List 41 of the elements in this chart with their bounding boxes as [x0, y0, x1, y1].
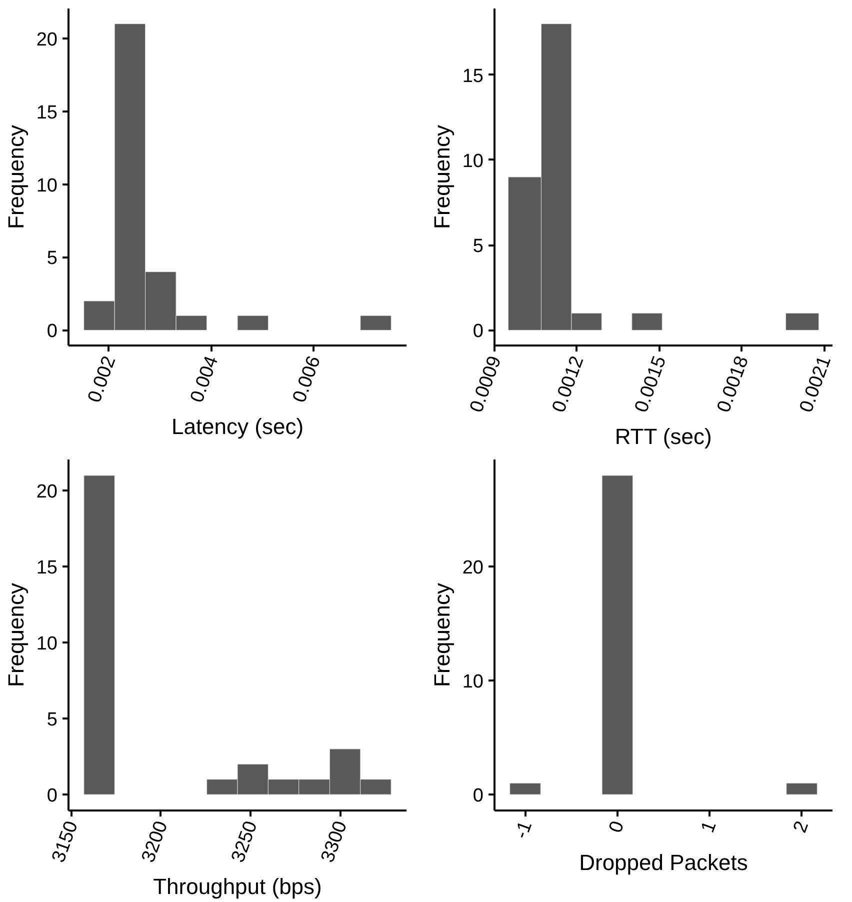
x-axis-title: Throughput (bps) — [153, 874, 322, 900]
x-tick-label: 3300 — [317, 818, 352, 866]
y-tick-label: 15 — [462, 66, 484, 87]
x-tick-label: 1 — [698, 818, 721, 836]
x-axis-title: Latency (sec) — [171, 414, 304, 439]
y-tick-label: 5 — [472, 236, 484, 258]
y-tick-label: 10 — [36, 634, 58, 655]
y-tick-label: 0 — [46, 321, 58, 342]
y-axis-title: Frequency — [429, 583, 454, 687]
y-tick-label: 15 — [36, 558, 58, 579]
x-tick-label: 0.002 — [84, 353, 120, 406]
y-tick-label: 0 — [472, 786, 484, 807]
y-axis-title: Frequency — [3, 125, 28, 229]
y-tick-label: 20 — [36, 482, 58, 503]
y-tick-label: 5 — [46, 248, 58, 270]
y-tick-label: 10 — [462, 672, 484, 693]
x-tick-label: 3150 — [48, 818, 82, 866]
x-tick-label: 0 — [605, 818, 629, 836]
x-tick-label: 0.0021 — [796, 353, 836, 416]
y-tick-label: 20 — [36, 29, 58, 50]
y-tick-label: 15 — [36, 102, 58, 124]
x-tick-label: 0.0009 — [466, 353, 506, 416]
y-axis-title: Frequency — [429, 125, 454, 229]
x-axis-title: Dropped Packets — [579, 850, 748, 876]
y-tick-label: 20 — [462, 558, 484, 579]
y-tick-label: 0 — [46, 786, 58, 807]
x-tick-label: 0.0018 — [713, 353, 754, 416]
x-tick-label: 0.006 — [289, 353, 326, 406]
y-tick-label: 5 — [46, 710, 58, 731]
x-tick-label: 3250 — [228, 818, 262, 866]
x-tick-label: -1 — [510, 818, 537, 842]
x-tick-label: 3200 — [138, 818, 172, 866]
y-tick-label: 10 — [462, 150, 484, 172]
y-tick-label: 10 — [36, 175, 58, 196]
x-tick-label: 2 — [790, 818, 814, 836]
x-axis-title: RTT (sec) — [614, 424, 712, 449]
x-tick-label: 0.0012 — [548, 353, 588, 416]
x-tick-label: 0.004 — [186, 353, 223, 406]
x-tick-label: 0.0015 — [631, 353, 671, 416]
y-tick-label: 0 — [472, 321, 484, 342]
y-axis-title: Frequency — [3, 583, 28, 687]
